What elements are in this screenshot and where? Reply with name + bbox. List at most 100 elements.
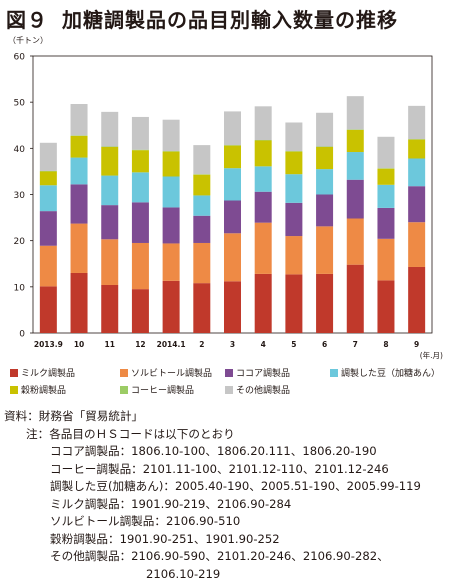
bar-segment bbox=[316, 274, 333, 333]
source-text: 財務省「貿易統計」 bbox=[39, 409, 143, 423]
legend-item: ミルク調製品 bbox=[10, 366, 75, 379]
bar-segment bbox=[132, 117, 149, 150]
bar-segment bbox=[347, 265, 364, 333]
note-label: 注： bbox=[26, 427, 49, 441]
bar-segment bbox=[408, 186, 425, 222]
bar-segment bbox=[71, 136, 88, 158]
x-tick-label: 2014.1 bbox=[157, 340, 186, 349]
bar-segment bbox=[316, 226, 333, 274]
hs-code-line: 調製した豆(加糖あん)：2005.40-190、2005.51-190、2005… bbox=[50, 478, 421, 496]
bar-segment bbox=[193, 243, 210, 283]
x-tick-label: 7 bbox=[353, 340, 358, 349]
bar-segment bbox=[285, 174, 302, 203]
bar-segment bbox=[132, 202, 149, 243]
bar-segment bbox=[163, 281, 180, 333]
bar-segment bbox=[163, 120, 180, 151]
legend-swatch bbox=[120, 369, 128, 377]
bar-segment bbox=[71, 104, 88, 135]
x-tick-label: 9 bbox=[414, 340, 419, 349]
legend-item: ソルビトール調製品 bbox=[120, 366, 212, 379]
bar-segment bbox=[408, 106, 425, 139]
legend-swatch bbox=[10, 386, 18, 394]
bar-segment bbox=[193, 175, 210, 196]
hs-code-line: 穀粉調製品：1901.90-251、1901.90-252 bbox=[50, 531, 280, 549]
bar-segment bbox=[377, 137, 394, 168]
y-unit-label: （千トン） bbox=[8, 35, 48, 45]
y-tick-label: 10 bbox=[14, 283, 26, 293]
bar-segment bbox=[101, 239, 118, 285]
hs-code-line: ココア調製品：1806.10-100、1806.20.111、1806.20-1… bbox=[50, 443, 377, 461]
bar-segment bbox=[285, 236, 302, 274]
bar-segment bbox=[255, 106, 272, 140]
legend-item: ココア調製品 bbox=[225, 366, 290, 379]
hs-code-line: 2106.10-219 bbox=[146, 566, 220, 583]
legend-label: コーヒー調製品 bbox=[131, 383, 194, 396]
bar-segment bbox=[316, 113, 333, 147]
bar-segment bbox=[40, 143, 57, 171]
bar-segment bbox=[377, 169, 394, 185]
legend-swatch bbox=[330, 369, 338, 377]
x-tick-label: 10 bbox=[74, 340, 84, 349]
x-tick-label: 8 bbox=[383, 340, 388, 349]
legend-swatch bbox=[120, 386, 128, 394]
bar-segment bbox=[347, 180, 364, 219]
hs-code-line: その他調製品：2106.90-590、2101.20-246、2106.90-2… bbox=[50, 548, 389, 566]
hs-code-line: ミルク調製品：1901.90-219、2106.90-284 bbox=[50, 496, 291, 514]
bar-segment bbox=[193, 145, 210, 174]
bar-segment bbox=[285, 274, 302, 333]
bar-segment bbox=[163, 176, 180, 207]
bar-segment bbox=[224, 146, 241, 169]
y-tick-label: 20 bbox=[14, 237, 26, 247]
legend-swatch bbox=[10, 369, 18, 377]
legend-label: ココア調製品 bbox=[236, 366, 290, 379]
legend-swatch bbox=[225, 386, 233, 394]
bar-segment bbox=[193, 195, 210, 215]
legend-label: その他調製品 bbox=[236, 383, 290, 396]
bar-segment bbox=[71, 273, 88, 333]
y-tick-label: 0 bbox=[19, 330, 25, 340]
hs-code-line: コーヒー調製品：2101.11-100、2101.12-110、2101.12-… bbox=[50, 461, 389, 479]
bar-segment bbox=[71, 224, 88, 273]
x-tick-label: 12 bbox=[135, 340, 145, 349]
bar-segment bbox=[101, 205, 118, 239]
bar-segment bbox=[347, 219, 364, 265]
bar-segment bbox=[40, 286, 57, 333]
bar-segment bbox=[224, 168, 241, 200]
bar-segment bbox=[255, 274, 272, 333]
bar-segment bbox=[408, 158, 425, 186]
legend-item: その他調製品 bbox=[225, 383, 290, 396]
x-tick-label: 4 bbox=[261, 340, 266, 349]
bar-segment bbox=[101, 147, 118, 176]
bar-segment bbox=[377, 185, 394, 208]
legend-label: 調製した豆（加糖あん） bbox=[341, 366, 440, 379]
x-tick-label: 3 bbox=[230, 340, 235, 349]
bar-segment bbox=[377, 239, 394, 281]
bar-segment bbox=[347, 152, 364, 180]
bar-segment bbox=[377, 208, 394, 239]
bar-segment bbox=[224, 233, 241, 281]
bar-segment bbox=[163, 152, 180, 177]
bar-segment bbox=[163, 207, 180, 243]
bar-segment bbox=[193, 283, 210, 333]
y-tick-label: 40 bbox=[14, 145, 26, 155]
legend-swatch bbox=[225, 369, 233, 377]
bar-segment bbox=[316, 195, 333, 227]
bar-segment bbox=[316, 169, 333, 194]
bar-segment bbox=[377, 280, 394, 333]
bar-segment bbox=[285, 152, 302, 175]
bar-segment bbox=[101, 285, 118, 333]
bar-segment bbox=[347, 96, 364, 129]
bar-segment bbox=[255, 166, 272, 191]
x-tick-label: 6 bbox=[322, 340, 327, 349]
bar-segment bbox=[132, 289, 149, 333]
bar-segment bbox=[285, 122, 302, 151]
x-tick-label: 2 bbox=[199, 340, 204, 349]
note-row: 注：各品目のＨＳコードは以下のとおり bbox=[26, 426, 235, 444]
source-label: 資料： bbox=[4, 409, 39, 423]
bar-segment bbox=[285, 203, 302, 236]
bar-segment bbox=[224, 281, 241, 333]
bar-segment bbox=[163, 243, 180, 280]
bar-segment bbox=[40, 211, 57, 246]
bar-segment bbox=[255, 223, 272, 274]
note-text: 各品目のＨＳコードは以下のとおり bbox=[49, 427, 235, 441]
